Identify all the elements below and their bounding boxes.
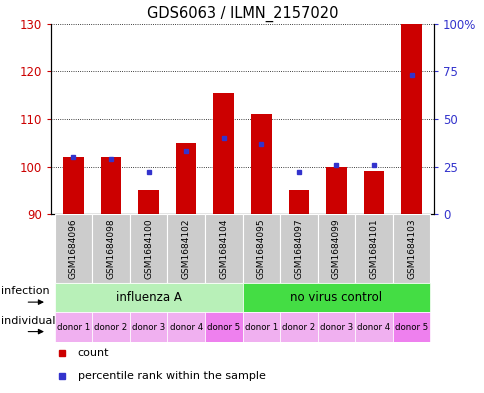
Bar [167,312,205,342]
Bar [317,214,354,283]
Bar [242,312,279,342]
Text: donor 4: donor 4 [357,323,390,332]
Text: GSM1684103: GSM1684103 [406,218,415,279]
Bar [392,312,429,342]
Title: GDS6063 / ILMN_2157020: GDS6063 / ILMN_2157020 [147,6,337,22]
Text: GSM1684102: GSM1684102 [182,219,190,279]
Text: donor 1: donor 1 [57,323,90,332]
Text: donor 2: donor 2 [94,323,127,332]
Text: GSM1684099: GSM1684099 [331,218,340,279]
Text: donor 5: donor 5 [394,323,427,332]
Bar [279,214,317,283]
Bar [279,312,317,342]
Bar [242,283,429,312]
Text: influenza A: influenza A [115,291,181,304]
Bar [167,214,205,283]
Bar [55,312,92,342]
Bar [363,171,383,214]
Bar [242,214,279,283]
Bar [288,190,308,214]
Text: individual: individual [1,316,55,326]
Bar [205,214,242,283]
Text: donor 5: donor 5 [207,323,240,332]
Text: donor 2: donor 2 [282,323,315,332]
Bar [400,24,421,214]
Bar [325,167,346,214]
Text: GSM1684095: GSM1684095 [256,218,265,279]
Bar [63,157,84,214]
Text: donor 3: donor 3 [132,323,165,332]
Text: GSM1684097: GSM1684097 [294,218,302,279]
Text: GSM1684101: GSM1684101 [369,218,378,279]
Text: count: count [77,348,109,358]
Text: no virus control: no virus control [290,291,382,304]
Bar [138,190,159,214]
Bar [317,312,354,342]
Bar [55,283,242,312]
Bar [55,214,92,283]
Text: donor 1: donor 1 [244,323,277,332]
Text: donor 4: donor 4 [169,323,202,332]
Text: GSM1684096: GSM1684096 [69,218,78,279]
Bar [354,312,392,342]
Text: percentile rank within the sample: percentile rank within the sample [77,371,265,381]
Bar [176,143,196,214]
Text: GSM1684104: GSM1684104 [219,219,228,279]
Bar [92,312,130,342]
Bar [130,214,167,283]
Bar [101,157,121,214]
Bar [392,214,429,283]
Bar [130,312,167,342]
Text: donor 3: donor 3 [319,323,352,332]
Text: infection: infection [1,286,49,296]
Bar [92,214,130,283]
Text: GSM1684098: GSM1684098 [106,218,115,279]
Bar [205,312,242,342]
Text: GSM1684100: GSM1684100 [144,218,153,279]
Bar [213,93,234,214]
Bar [354,214,392,283]
Bar [250,114,271,214]
